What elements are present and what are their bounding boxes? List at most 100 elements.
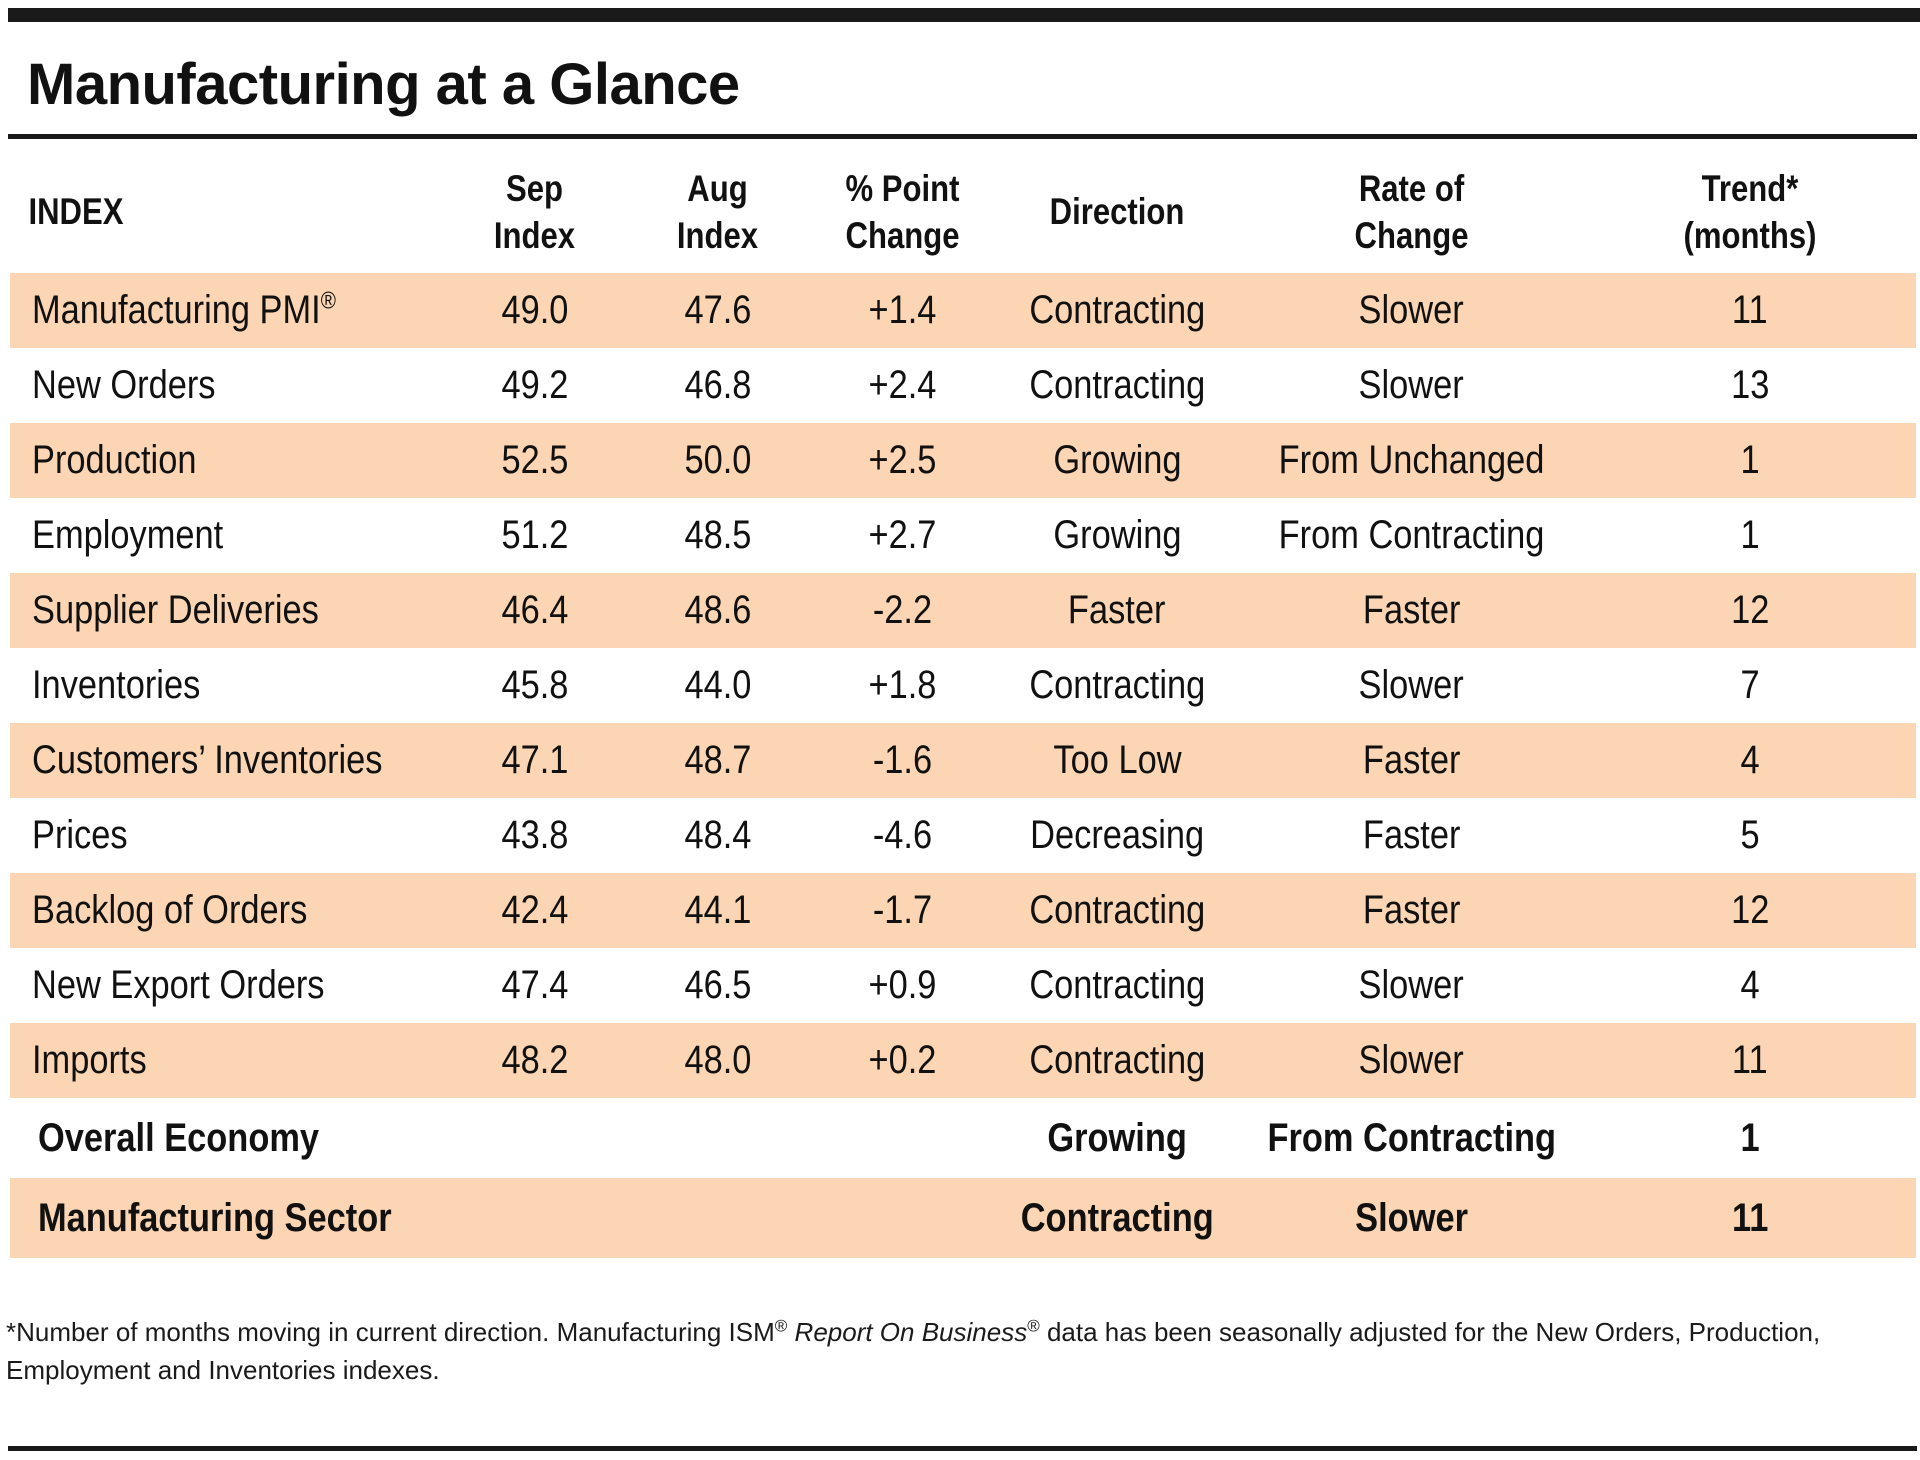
empty-cell: [625, 1098, 810, 1178]
aug-value: 46.5: [684, 963, 751, 1007]
summary-row-manufacturing-sector: Manufacturing Sector Contracting Slower …: [10, 1178, 1916, 1258]
glance-table: INDEX Sep Index Aug Index % Point Change Di…: [10, 150, 1916, 1258]
table-row: New Orders 49.2 46.8 +2.4 Contracting Sl…: [10, 348, 1916, 423]
direction-value: Contracting: [1029, 363, 1205, 407]
footnote: *Number of months moving in current dire…: [6, 1316, 1821, 1385]
table-row: Inventories 45.8 44.0 +1.8 Contracting S…: [10, 648, 1916, 723]
sep-value: 42.4: [444, 873, 625, 948]
table-row: Imports 48.2 48.0 +0.2 Contracting Slowe…: [10, 1023, 1916, 1098]
report-name: Report On Business: [794, 1317, 1028, 1347]
aug-value: 48.4: [684, 813, 751, 857]
rate-value: Slower: [1358, 363, 1465, 407]
point-change-value: +0.2: [810, 1023, 995, 1098]
index-name: Employment: [32, 513, 224, 557]
point-change-value: +1.4: [810, 273, 995, 348]
aug-value: 48.5: [684, 513, 751, 557]
summary-name: Overall Economy: [38, 1115, 320, 1160]
aug-value: 50.0: [625, 423, 810, 498]
direction-value: Contracting: [995, 1178, 1239, 1258]
table-row: Production 52.5 50.0 +2.5 Growing From U…: [10, 423, 1916, 498]
rate-value: From Contracting: [1278, 513, 1545, 557]
sep-value: 51.2: [501, 513, 568, 557]
index-name: Imports: [10, 1023, 444, 1098]
trend-value: 4: [1740, 963, 1760, 1007]
direction-value: Contracting: [1029, 963, 1205, 1007]
aug-value: 48.7: [625, 723, 810, 798]
rate-value: Slower: [1239, 1023, 1584, 1098]
direction-value: Too Low: [995, 723, 1239, 798]
rate-value: Faster: [1239, 723, 1584, 798]
empty-cell: [444, 1178, 625, 1258]
aug-value: 44.0: [684, 663, 751, 707]
empty-cell: [810, 1178, 995, 1258]
trend-value: 5: [1740, 813, 1760, 857]
header-index: INDEX: [28, 191, 124, 232]
table-row: Backlog of Orders 42.4 44.1 -1.7 Contrac…: [10, 873, 1916, 948]
point-change-value: +0.9: [868, 963, 937, 1007]
direction-value: Faster: [995, 573, 1239, 648]
point-change-value: -2.2: [810, 573, 995, 648]
direction-value: Decreasing: [1029, 813, 1204, 857]
rate-value: From Contracting: [1267, 1115, 1556, 1160]
rate-value: From Unchanged: [1239, 423, 1584, 498]
trend-value: 4: [1584, 723, 1916, 798]
point-change-value: +2.4: [868, 363, 937, 407]
aug-value: 44.1: [625, 873, 810, 948]
direction-value: Contracting: [995, 273, 1239, 348]
header-sep-index: Sep Index: [493, 167, 576, 256]
header-point-change: % Point Change: [845, 167, 960, 256]
table-row: Prices 43.8 48.4 -4.6 Decreasing Faster …: [10, 798, 1916, 873]
direction-value: Growing: [1052, 513, 1182, 557]
trend-value: 12: [1584, 873, 1916, 948]
index-name: Prices: [32, 813, 128, 857]
bottom-rule: [8, 1446, 1917, 1451]
rate-value: Slower: [1239, 1178, 1584, 1258]
rate-value: Faster: [1239, 873, 1584, 948]
aug-value: 48.6: [625, 573, 810, 648]
title-rule: [8, 134, 1917, 139]
sep-value: 48.2: [444, 1023, 625, 1098]
empty-cell: [444, 1098, 625, 1178]
trend-value: 11: [1584, 1023, 1916, 1098]
page-title: Manufacturing at a Glance: [27, 52, 740, 117]
table-row: Manufacturing PMI® 49.0 47.6 +1.4 Contra…: [10, 273, 1916, 348]
rate-value: Faster: [1362, 813, 1461, 857]
direction-value: Growing: [995, 423, 1239, 498]
sep-value: 47.1: [444, 723, 625, 798]
sep-value: 43.8: [501, 813, 568, 857]
rate-value: Slower: [1358, 663, 1465, 707]
header-rate-of-change: Rate of Change: [1354, 167, 1469, 256]
top-rule: [8, 8, 1920, 22]
aug-value: 48.0: [625, 1023, 810, 1098]
trend-value: 1: [1740, 1115, 1760, 1160]
index-name: Supplier Deliveries: [10, 573, 444, 648]
point-change-value: +2.5: [810, 423, 995, 498]
index-name: Inventories: [32, 663, 201, 707]
aug-value: 47.6: [625, 273, 810, 348]
point-change-value: -4.6: [872, 813, 933, 857]
trend-value: 11: [1584, 273, 1916, 348]
trend-value: 11: [1584, 1178, 1916, 1258]
header-row: INDEX Sep Index Aug Index % Point Change Di…: [10, 150, 1916, 273]
table-row: New Export Orders 47.4 46.5 +0.9 Contrac…: [10, 948, 1916, 1023]
aug-value: 46.8: [684, 363, 751, 407]
direction-value: Growing: [1047, 1115, 1187, 1160]
trend-value: 12: [1584, 573, 1916, 648]
index-name: Manufacturing PMI®: [10, 273, 444, 348]
table-row: Customers’ Inventories 47.1 48.7 -1.6 To…: [10, 723, 1916, 798]
sep-value: 52.5: [444, 423, 625, 498]
empty-cell: [625, 1178, 810, 1258]
index-name: Customers’ Inventories: [10, 723, 444, 798]
trend-value: 7: [1740, 663, 1760, 707]
index-name: Backlog of Orders: [10, 873, 444, 948]
point-change-value: +1.8: [868, 663, 937, 707]
index-name: Production: [10, 423, 444, 498]
point-change-value: -1.7: [810, 873, 995, 948]
header-aug-index: Aug Index: [676, 167, 759, 256]
direction-value: Contracting: [1029, 663, 1205, 707]
trend-value: 13: [1730, 363, 1770, 407]
sep-value: 45.8: [501, 663, 568, 707]
header-direction: Direction: [1049, 191, 1185, 232]
point-change-value: -1.6: [810, 723, 995, 798]
trend-value: 1: [1584, 423, 1916, 498]
